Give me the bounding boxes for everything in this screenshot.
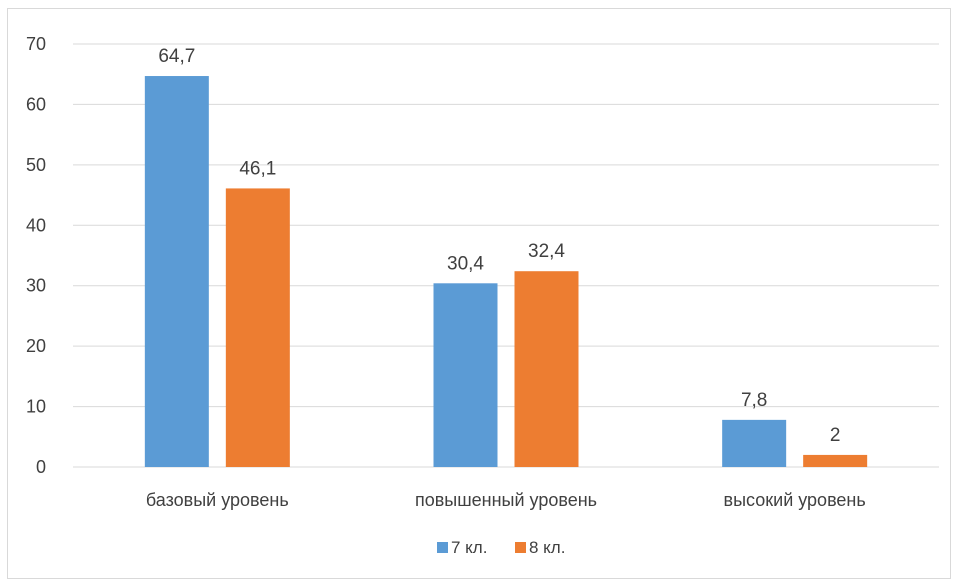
y-tick-label: 60 [26,94,46,114]
bar [803,454,868,467]
data-label: 46,1 [239,158,276,179]
y-axis-ticks: 0 10 20 30 40 50 60 70 [26,34,46,477]
bar [514,271,579,467]
data-label: 7,8 [741,390,767,411]
x-category-label: повышенный уровень [415,490,597,510]
data-label: 32,4 [528,241,565,262]
data-labels: 64,7 46,1 30,4 32,4 7,8 2 [158,46,840,446]
y-tick-label: 40 [26,215,46,235]
bar [144,76,209,467]
legend-label: 7 кл. [451,538,487,557]
x-category-label: высокий уровень [724,490,866,510]
data-label: 2 [830,425,841,446]
legend-label: 8 кл. [529,538,565,557]
y-tick-label: 70 [26,34,46,54]
bars [144,76,868,467]
gridlines [73,43,939,468]
y-tick-label: 20 [26,336,46,356]
bar [433,283,498,467]
bar [225,188,290,467]
data-label: 30,4 [447,253,484,274]
x-category-label: базовый уровень [146,490,289,510]
y-tick-label: 30 [26,276,46,296]
y-tick-label: 0 [36,457,46,477]
y-tick-label: 10 [26,397,46,417]
y-tick-label: 50 [26,155,46,175]
legend-swatch [437,542,448,553]
data-label: 64,7 [158,46,195,67]
legend-swatch [515,542,526,553]
bar [722,419,787,467]
legend: 7 кл. 8 кл. [437,538,565,557]
x-axis-categories: базовый уровень повышенный уровень высокий… [146,490,866,510]
